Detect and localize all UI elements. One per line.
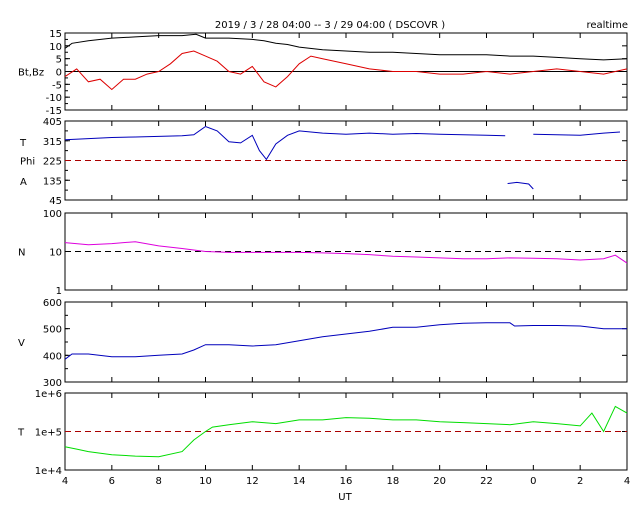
series-line-phi [533,131,621,136]
y-tick-label: 1e+5 [35,428,62,439]
x-tick-label: 22 [480,476,493,487]
panel-temperature: 1e+6 1e+5 1e+4 T [17,389,628,477]
y-tick-label: 5 [56,55,62,66]
y-axis-label: T [19,138,27,149]
y-tick-label: 1 [56,286,62,297]
y-axis-label: Bt,Bz [18,68,44,79]
panel-frame [64,301,628,383]
series-line-t [64,405,628,458]
y-tick-label: 500 [43,325,62,336]
x-tick-label: 20 [433,476,446,487]
chart-panels: 15 10 5 0-5 -10 -15 Bt,Bz 405 315 225 135 45 T Phi A 10… [17,29,628,477]
series-line-v [64,322,627,360]
x-tick-label: 0 [530,476,536,487]
series-line-bz [64,50,628,91]
panel-speed: 600 500 400 300 V [18,298,628,389]
y-tick-label: 135 [43,176,62,187]
y-tick-label: 400 [43,351,62,362]
y-tick-label: 0 [56,68,62,79]
y-tick-label: 405 [43,117,62,128]
y-axis-label: T [17,428,25,439]
y-axis-label: Phi [20,157,35,168]
series-line-n [64,241,628,264]
x-tick-label: 4 [62,476,68,487]
y-tick-label: -10 [46,93,62,104]
y-tick-label: 1e+4 [35,466,62,477]
x-axis: 4 6 8 10 12 14 16 18 20 22 0 2 4 [62,476,630,487]
realtime-label: realtime [586,20,628,31]
y-axis-label: V [18,338,25,349]
x-tick-label: 2 [577,476,583,487]
y-tick-label: 600 [43,298,62,309]
x-tick-label: 14 [293,476,306,487]
y-tick-label: -15 [46,106,62,117]
x-tick-label: 12 [246,476,259,487]
x-tick-label: 6 [109,476,115,487]
x-tick-label: 18 [386,476,399,487]
y-tick-label: -5 [52,80,62,91]
y-axis-label: N [18,248,25,259]
panel-density: 100 10 1 N [18,209,628,297]
x-tick-label: 10 [199,476,212,487]
series-line-bt [64,33,628,61]
y-axis-label: A [20,177,27,188]
series-line-phi [507,181,534,190]
y-tick-label: 15 [49,29,62,40]
series-line-phi [64,125,506,161]
x-tick-label: 16 [340,476,353,487]
y-tick-label: 300 [43,378,62,389]
y-tick-label: 225 [43,157,62,168]
y-tick-label: 1e+6 [35,389,62,400]
panel-angle: 405 315 225 135 45 T Phi A [19,117,628,207]
x-tick-label: 8 [155,476,161,487]
y-tick-label: 10 [49,42,62,53]
x-tick-label: 4 [624,476,630,487]
chart-title: 2019 / 3 / 28 04:00 -- 3 / 29 04:00 ( DS… [215,20,445,31]
x-axis-label: UT [338,492,352,503]
y-tick-label: 45 [49,196,62,207]
y-tick-label: 10 [49,248,62,259]
y-tick-label: 315 [43,137,62,148]
y-tick-label: 100 [43,209,62,220]
panel-mag: 15 10 5 0-5 -10 -15 Bt,Bz [18,29,628,117]
